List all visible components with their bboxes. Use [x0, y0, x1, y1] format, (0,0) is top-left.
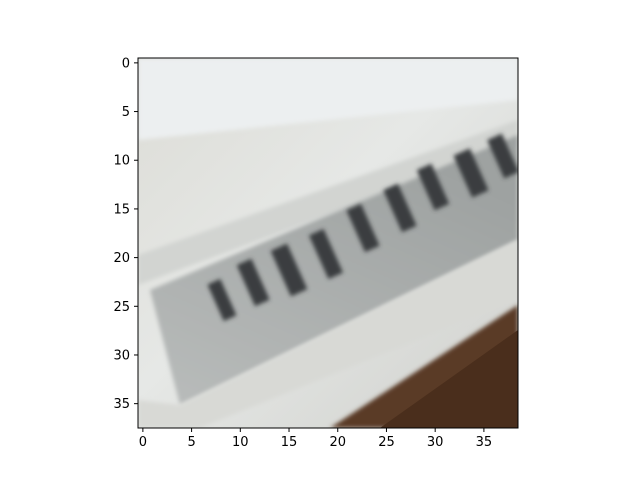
character-marks — [207, 133, 518, 322]
x-tick-label: 0 — [139, 435, 147, 450]
x-tick-label: 25 — [378, 435, 395, 450]
pixelated-photo — [138, 58, 518, 428]
y-tick-label: 35 — [113, 397, 130, 412]
x-tick-label: 10 — [232, 435, 249, 450]
y-tick-label: 10 — [113, 154, 130, 169]
plot-frame — [137, 57, 519, 429]
x-tick-label: 5 — [187, 435, 195, 450]
x-axis-ticks: 0 5 10 15 20 25 30 35 — [139, 428, 492, 450]
x-tick-label: 20 — [329, 435, 346, 450]
y-tick-label: 5 — [122, 105, 130, 120]
y-tick-label: 30 — [113, 348, 130, 363]
y-tick-label: 15 — [113, 202, 130, 217]
x-tick-label: 35 — [476, 435, 493, 450]
y-tick-label: 20 — [113, 251, 130, 266]
x-tick-label: 30 — [427, 435, 444, 450]
y-tick-label: 25 — [113, 300, 130, 315]
x-tick-label: 15 — [281, 435, 298, 450]
y-tick-label: 0 — [122, 56, 130, 71]
y-axis-ticks: 0 5 10 15 20 25 30 35 — [113, 56, 138, 412]
